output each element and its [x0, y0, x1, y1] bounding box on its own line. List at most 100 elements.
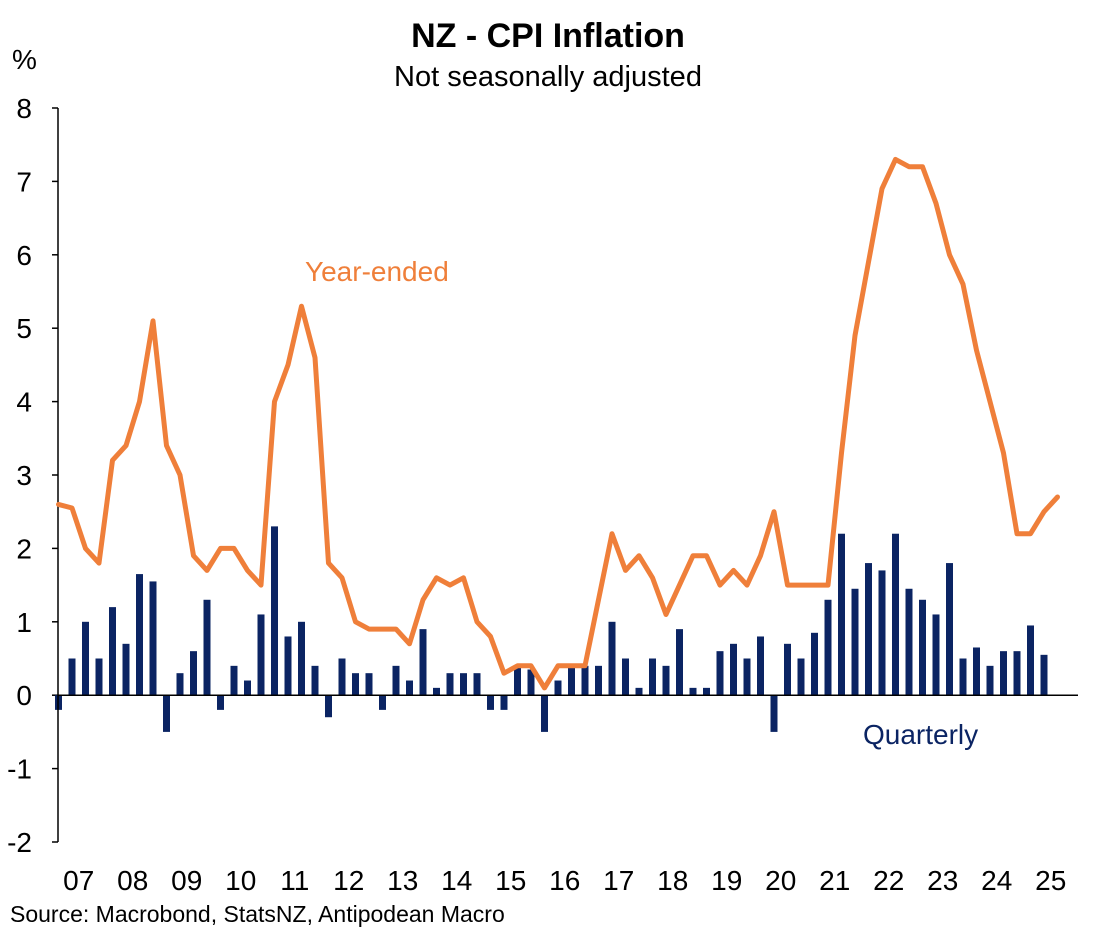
- x-axis-ticks: 07 08 09 10 11 12 13 14 15 16 17 18 19 20 21 22 23 24 25: [63, 865, 1066, 896]
- quarterly-bar: [527, 669, 535, 696]
- quarterly-bar: [608, 621, 616, 696]
- quarterly-bar: [68, 658, 76, 696]
- x-tick-label: 22: [873, 865, 904, 896]
- quarterly-bar: [379, 695, 386, 710]
- y-axis-ticks: -2 -1 0 1 2 3 4 5 6 7 8: [7, 93, 58, 858]
- y-tick-label: 5: [16, 313, 32, 344]
- quarterly-bar: [716, 651, 724, 696]
- quarterly-bar: [892, 533, 899, 696]
- quarterly-bar: [797, 658, 805, 696]
- quarterly-bar: [662, 665, 670, 696]
- quarterly-bar: [473, 673, 481, 696]
- quarterly-bar: [676, 629, 683, 696]
- quarterly-bar: [203, 599, 211, 696]
- y-tick-label: 3: [16, 460, 32, 491]
- quarterly-bar: [419, 629, 427, 696]
- x-tick-label: 14: [441, 865, 472, 896]
- x-tick-label: 16: [549, 865, 580, 896]
- quarterly-bar: [986, 665, 994, 696]
- source-note: Source: Macrobond, StatsNZ, Antipodean M…: [10, 901, 505, 927]
- quarterly-bar: [973, 647, 980, 696]
- quarterly-bar: [149, 581, 157, 696]
- quarterly-bar: [163, 695, 170, 732]
- x-tick-label: 24: [981, 865, 1012, 896]
- quarterly-bar: [743, 658, 751, 696]
- quarterly-bar: [770, 695, 778, 732]
- x-tick-label: 07: [63, 865, 94, 896]
- quarterly-bar: [298, 621, 305, 696]
- quarterly-bar: [905, 588, 913, 696]
- quarterly-bar: [271, 526, 278, 696]
- chart-subtitle: Not seasonally adjusted: [394, 61, 702, 93]
- quarterly-bar: [878, 570, 886, 696]
- quarterly-bar: [784, 643, 791, 696]
- y-tick-label: -1: [7, 754, 32, 785]
- quarterly-bar: [311, 665, 319, 696]
- quarterly-bar: [622, 658, 629, 696]
- x-tick-label: 12: [333, 865, 364, 896]
- quarterly-bar: [230, 665, 238, 696]
- year-ended-line: [56, 156, 1060, 691]
- quarterly-bars: [55, 526, 1048, 732]
- quarterly-bar: [946, 563, 953, 696]
- x-tick-label: 21: [819, 865, 850, 896]
- y-tick-label: 1: [16, 607, 32, 638]
- quarterly-bar: [244, 680, 251, 696]
- quarterly-bar: [838, 533, 845, 696]
- x-tick-label: 25: [1035, 865, 1066, 896]
- quarterly-bar: [541, 695, 548, 732]
- quarterly-bar: [635, 687, 643, 696]
- quarterly-bar: [1013, 651, 1021, 696]
- quarterly-bar: [689, 687, 697, 696]
- y-axis-unit-label: %: [12, 44, 37, 75]
- quarterly-bar: [568, 665, 575, 696]
- quarterly-bar: [932, 614, 940, 696]
- quarterly-bar: [514, 665, 521, 696]
- quarterly-bar: [919, 599, 926, 696]
- quarterly-bar: [176, 673, 184, 696]
- y-tick-label: 4: [16, 387, 32, 418]
- quarterly-bar: [122, 643, 130, 696]
- quarterly-bar: [649, 658, 656, 696]
- quarterly-bar: [446, 673, 454, 696]
- quarterly-bar: [811, 632, 818, 696]
- quarterly-bar: [460, 673, 467, 696]
- quarterly-bar: [217, 695, 224, 710]
- y-tick-label: 0: [16, 680, 32, 711]
- quarterly-bar: [190, 651, 197, 696]
- quarterly-bar: [1000, 651, 1007, 696]
- x-tick-label: 13: [387, 865, 418, 896]
- quarterly-bar: [851, 588, 859, 696]
- quarterly-bar: [1040, 654, 1048, 696]
- quarterly-bar: [365, 673, 373, 696]
- quarterly-bar: [487, 695, 494, 710]
- year-ended-annotation: Year-ended: [305, 256, 449, 287]
- x-tick-label: 20: [765, 865, 796, 896]
- chart-title: NZ - CPI Inflation: [411, 17, 685, 55]
- y-tick-label: 7: [16, 166, 32, 197]
- quarterly-bar: [338, 658, 346, 696]
- quarterly-bar: [730, 643, 737, 696]
- quarterly-bar: [554, 680, 562, 696]
- quarterly-bar: [284, 636, 292, 696]
- quarterly-bar: [581, 665, 589, 696]
- quarterly-bar: [595, 665, 602, 696]
- y-tick-label: 6: [16, 240, 32, 271]
- quarterly-bar: [1027, 625, 1034, 696]
- x-tick-label: 08: [117, 865, 148, 896]
- quarterly-bar: [757, 636, 764, 696]
- quarterly-bar: [865, 563, 872, 696]
- x-tick-label: 10: [225, 865, 256, 896]
- quarterly-bar: [433, 687, 440, 696]
- x-tick-label: 19: [711, 865, 742, 896]
- quarterly-bar: [392, 665, 400, 696]
- x-tick-label: 09: [171, 865, 202, 896]
- x-tick-label: 17: [603, 865, 634, 896]
- quarterly-bar: [959, 658, 967, 696]
- x-tick-label: 23: [927, 865, 958, 896]
- quarterly-bar: [257, 614, 265, 696]
- quarterly-bar: [109, 607, 116, 696]
- quarterly-bar: [406, 680, 413, 696]
- x-tick-label: 11: [280, 865, 309, 896]
